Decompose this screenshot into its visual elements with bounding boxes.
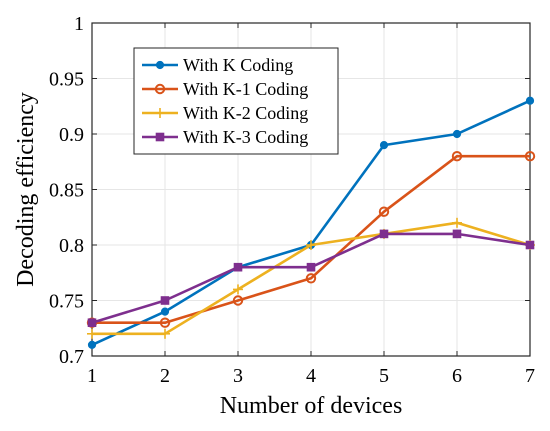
data-point [525,96,535,105]
data-point [159,317,171,328]
legend-item: With K-3 Coding [142,127,308,147]
x-axis-label: Number of devices [220,393,403,419]
data-point [87,328,97,339]
data-point [160,307,170,316]
y-axis-label: Decoding efficiency [13,92,39,287]
data-point [233,262,243,272]
legend-item: With K-1 Coding [142,79,308,99]
data-point [378,206,390,217]
data-point [233,284,243,295]
x-tick-label: 7 [525,365,535,387]
y-tick-label: 0.85 [49,180,84,202]
data-point [160,296,170,305]
data-point [155,108,165,118]
data-point [452,229,462,239]
y-tick-label: 0.75 [49,291,84,313]
data-point [87,318,97,327]
y-tick-label: 1 [74,13,84,35]
x-tick-label: 1 [87,365,97,387]
series-line [92,154,530,325]
legend-label: With K-2 Coding [183,103,308,123]
y-tick-label: 0.8 [59,235,84,257]
x-tick-label: 3 [233,365,243,387]
series-with-k-3-coding [87,229,535,327]
legend-label: With K-1 Coding [183,79,308,99]
data-point [524,151,536,162]
data-point [379,229,389,239]
x-tick-label: 5 [379,365,389,387]
data-point [155,60,165,70]
legend: With K Coding With K-1 Coding With K-2 Cod… [133,47,339,155]
y-tick-label: 0.9 [59,124,84,146]
y-tick-label: 0.7 [59,346,84,368]
x-tick-label: 2 [160,365,170,387]
legend-item: With K-2 Coding [142,103,308,123]
data-point [451,151,463,162]
data-point [160,328,170,339]
legend-label: With K-3 Coding [183,127,308,147]
x-tick-label: 4 [306,365,316,387]
data-point [305,273,317,284]
data-point [452,129,462,139]
legend-item: With K Coding [142,55,293,75]
data-point [155,132,165,142]
legend-label: With K Coding [183,55,293,75]
data-point [87,340,97,349]
x-tick-label: 6 [452,365,462,387]
data-point [306,262,316,272]
y-tick-label: 0.95 [49,69,84,91]
series-layer [86,96,536,349]
data-point [232,295,244,306]
data-point [452,217,462,228]
data-point [306,240,316,250]
data-point [525,240,535,250]
data-point [154,83,166,95]
data-point [379,141,389,150]
axis-ticks: 1 2 3 4 5 6 7 0.7 0.75 0.8 0.85 0.9 0.95 1 [49,13,535,387]
